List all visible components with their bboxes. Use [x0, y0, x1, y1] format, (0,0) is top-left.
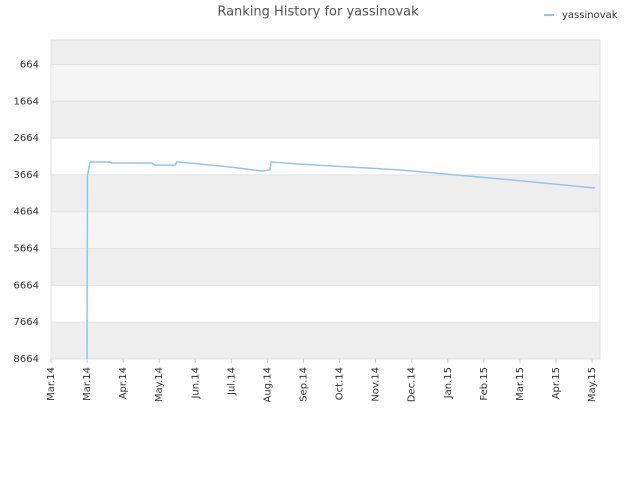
y-tick-label: 3664 — [14, 170, 39, 181]
x-tick-label: Mar.14 — [46, 367, 57, 401]
legend-label: yassinovak — [562, 10, 618, 21]
x-tick-label: Mar.14 — [82, 367, 93, 401]
chart-title: Ranking History for yassinovak — [217, 5, 419, 20]
y-tick-label: 7664 — [14, 317, 39, 328]
grid-band — [51, 211, 600, 249]
x-tick-label: May.15 — [587, 367, 598, 402]
y-tick-label: 5664 — [14, 244, 39, 255]
grid-band — [51, 285, 600, 323]
grid-band — [51, 138, 600, 175]
grid-band — [51, 64, 600, 102]
grid-band — [51, 322, 600, 359]
x-tick-label: Dec.14 — [407, 367, 418, 402]
y-tick-label: 4664 — [14, 207, 39, 218]
x-tick-label: Feb.15 — [479, 367, 490, 401]
line-series — [86, 161, 596, 360]
y-tick-label: 6664 — [14, 280, 39, 291]
x-tick-label: Jan.15 — [443, 367, 454, 399]
x-tick-label: Apr.14 — [118, 367, 129, 399]
x-tick-label: Mar.15 — [515, 367, 526, 401]
grid-band — [51, 248, 600, 286]
y-tick-label: 2664 — [14, 133, 39, 144]
x-tick-label: Sep.14 — [298, 367, 309, 402]
x-tick-label: Jul.14 — [226, 367, 237, 396]
x-tick-label: Jun.14 — [190, 367, 201, 400]
grid-band — [51, 101, 600, 139]
y-tick-label: 8664 — [14, 354, 39, 365]
x-tick-label: May.14 — [154, 367, 165, 402]
grid-band — [51, 40, 600, 65]
grid-band — [51, 174, 600, 212]
y-tick-label: 664 — [20, 59, 39, 70]
x-tick-label: Apr.15 — [551, 367, 562, 399]
x-tick-label: Aug.14 — [262, 367, 273, 402]
plot-border — [50, 39, 601, 360]
x-tick-label: Oct.14 — [335, 367, 346, 400]
y-tick-label: 1664 — [14, 96, 39, 107]
x-tick-label: Nov.14 — [371, 367, 382, 402]
